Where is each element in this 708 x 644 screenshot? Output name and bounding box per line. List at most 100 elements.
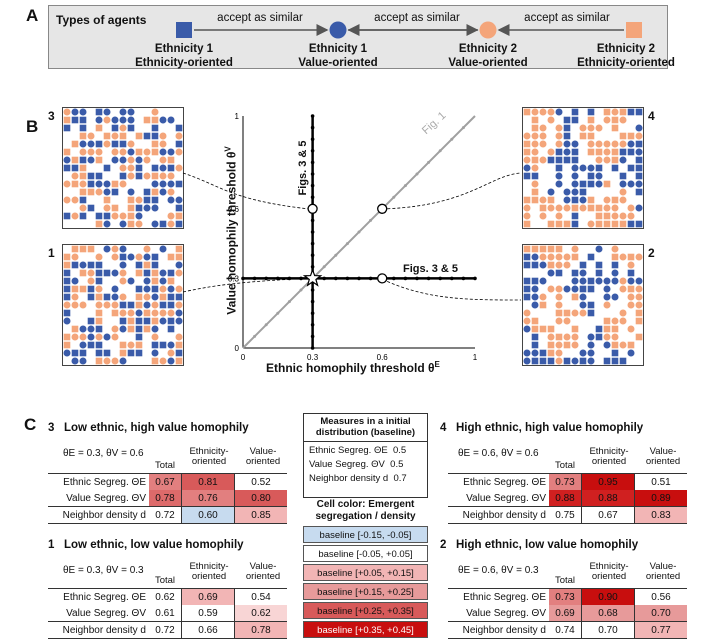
agent-cell (159, 180, 167, 188)
agent-cell (135, 269, 143, 277)
agent-cell (167, 188, 175, 196)
diagonal-point (392, 195, 396, 199)
table3-params: θE = 0.3, θV = 0.6 (63, 448, 144, 459)
agent-cell (571, 116, 579, 124)
agent-cell (579, 309, 587, 317)
agent-cell (539, 253, 547, 261)
agent-cell (523, 261, 531, 269)
agent-cell (87, 333, 95, 341)
agent-cell (555, 124, 563, 132)
row-label: Neighbor density d (448, 506, 549, 524)
agent-cell (611, 204, 619, 212)
table2-col-val: Value- oriented (645, 561, 681, 582)
agent-cell (63, 156, 71, 164)
agent-cell (539, 156, 547, 164)
agent-cell (127, 277, 135, 285)
panel-label-c: C (24, 415, 37, 434)
table-cell: 0.88 (549, 490, 582, 507)
agent-cell (151, 325, 159, 333)
agent-cell (159, 301, 167, 309)
ethnicity2-ethnicity-oriented-marker (626, 22, 642, 38)
agent-cell (127, 164, 135, 172)
agent-cell (159, 220, 167, 228)
diagonal-point (427, 160, 431, 164)
table-cell: 0.56 (634, 588, 687, 605)
agent-cell (563, 317, 571, 325)
agent-cell (79, 285, 87, 293)
agent-cell (635, 108, 643, 116)
table1-title: 1 Low ethnic, low value homophily (48, 539, 244, 551)
agent-cell (151, 148, 159, 156)
agent-cell (635, 124, 643, 132)
agent-cell (523, 245, 531, 253)
agent-cell (619, 277, 627, 285)
agent-cell (587, 164, 595, 172)
agent-cell (71, 245, 79, 253)
agent-cell (167, 341, 175, 349)
table-cell: 0.62 (234, 605, 287, 622)
agent-cell (175, 341, 183, 349)
agent-cell (103, 245, 111, 253)
agent-cell (603, 357, 611, 365)
agent-cell (611, 212, 619, 220)
agent-cell (167, 349, 175, 357)
agent-cell (531, 148, 539, 156)
diagonal-point (438, 149, 442, 153)
agent-cell (143, 188, 151, 196)
agent-cell (151, 301, 159, 309)
agent-cell (579, 357, 587, 365)
table1-col-total: Total (154, 575, 176, 586)
legend-title: Types of agents (56, 13, 147, 27)
agent-cell (539, 325, 547, 333)
legend-arrows (176, 21, 642, 39)
agent-cell (523, 277, 531, 285)
vertical-point (310, 265, 315, 269)
agent-cell (571, 245, 579, 253)
agent-cell (531, 164, 539, 172)
horizontal-point (357, 276, 361, 281)
agent-cell (603, 212, 611, 220)
agent-cell (595, 220, 603, 228)
agent-cell (111, 124, 119, 132)
agent-cell (79, 204, 87, 212)
row-label: Value Segreg. ΘV (466, 492, 546, 504)
agent-cell (531, 285, 539, 293)
table-cell: 0.68 (581, 605, 635, 622)
agent-cell (71, 357, 79, 365)
table-cell: 0.66 (181, 621, 235, 639)
agent-label-3: Ethnicity 2 Value-oriented (448, 43, 528, 69)
diagonal-point (334, 253, 338, 257)
agent-cell (159, 116, 167, 124)
agent-cell (531, 245, 539, 253)
agent-cell (95, 220, 103, 228)
table-cell: 0.77 (634, 621, 687, 639)
diagonal-point (369, 218, 373, 222)
agent-cell (555, 212, 563, 220)
agent-cell (175, 180, 183, 188)
agent-cell (603, 140, 611, 148)
agent-cell (175, 132, 183, 140)
agent-cell (619, 180, 627, 188)
agent-cell (135, 253, 143, 261)
agent-cell (539, 245, 547, 253)
table-row: Neighbor density d 0.74 0.70 0.77 (448, 621, 687, 639)
agent-cell (571, 212, 579, 220)
table2-params: θE = 0.6, θV = 0.3 (458, 565, 539, 576)
diagonal-point (403, 184, 407, 188)
agent-cell (63, 196, 71, 204)
baseline-star (302, 268, 323, 287)
agent-cell (167, 172, 175, 180)
table-row: Value Segreg. ΘV 0.69 0.68 0.70 (448, 605, 687, 622)
agent-cell (571, 188, 579, 196)
agent-cell (563, 261, 571, 269)
agent-cell (611, 245, 619, 253)
agent-cell (127, 116, 135, 124)
vertical-point (310, 183, 315, 188)
agent-cell (119, 349, 127, 357)
agent-cell (611, 116, 619, 124)
agent-cell (95, 349, 103, 357)
agent-cell (555, 172, 563, 180)
agent-cell (547, 357, 555, 365)
table-cell: 0.70 (634, 605, 687, 622)
agent-cell (111, 140, 119, 148)
